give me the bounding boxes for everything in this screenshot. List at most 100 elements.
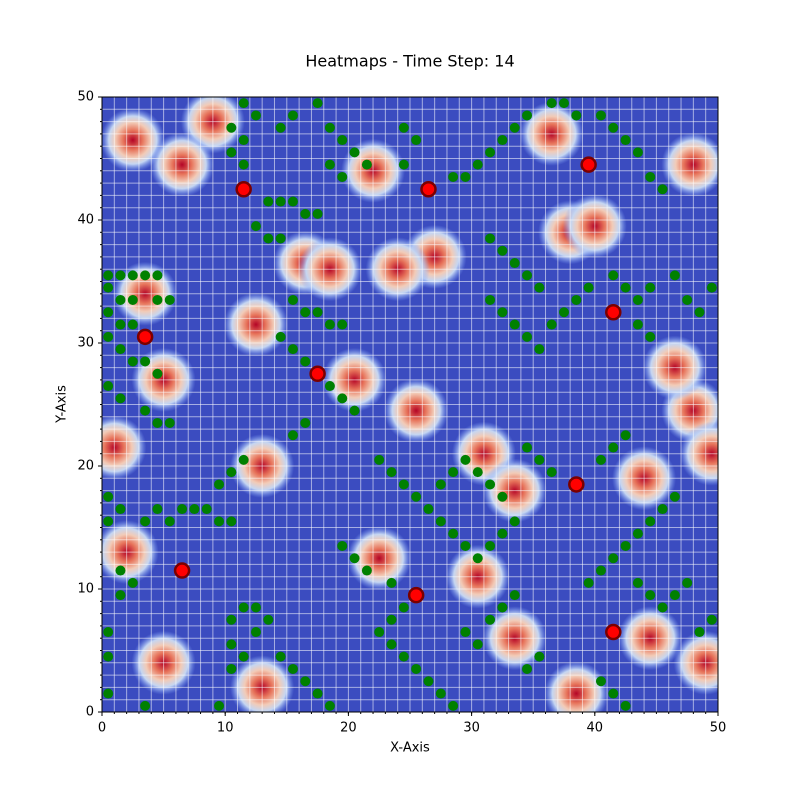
resource-point: [632, 319, 643, 330]
resource-point: [509, 258, 520, 269]
chart-title: Heatmaps - Time Step: 14: [305, 52, 514, 71]
resource-point: [595, 454, 606, 465]
resource-point: [509, 590, 520, 601]
resource-point: [657, 602, 668, 613]
resource-point: [140, 405, 151, 416]
resource-point: [472, 159, 483, 170]
resource-point: [337, 135, 348, 146]
resource-point: [312, 98, 323, 109]
resource-point: [645, 590, 656, 601]
y-tick-label: 40: [77, 213, 94, 228]
resource-point: [546, 319, 557, 330]
resource-point: [485, 614, 496, 625]
agent-point: [407, 586, 425, 604]
resource-point: [263, 233, 274, 244]
resource-point: [472, 639, 483, 650]
resource-point: [127, 319, 138, 330]
resource-point: [411, 135, 422, 146]
x-tick-label: 20: [340, 721, 357, 736]
resource-point: [448, 171, 459, 182]
resource-point: [361, 565, 372, 576]
resource-point: [522, 270, 533, 281]
resource-point: [546, 98, 557, 109]
resource-point: [251, 221, 261, 232]
resource-point: [460, 540, 471, 551]
agent-point: [420, 181, 437, 198]
resource-point: [386, 639, 397, 650]
resource-point: [103, 651, 114, 662]
resource-point: [398, 122, 409, 133]
resource-point: [238, 454, 249, 465]
resource-point: [546, 467, 557, 478]
resource-point: [275, 196, 286, 207]
resource-point: [324, 700, 335, 711]
resource-point: [632, 147, 643, 158]
resource-point: [497, 602, 508, 613]
resource-point: [226, 639, 237, 650]
resource-point: [275, 233, 286, 244]
resource-point: [620, 700, 631, 711]
resource-point: [164, 516, 175, 527]
resource-point: [435, 688, 446, 699]
resource-point: [497, 245, 508, 256]
resource-point: [349, 405, 360, 416]
heat-spot: [347, 526, 412, 591]
heat-spot: [384, 378, 449, 443]
resource-point: [115, 270, 126, 281]
resource-point: [324, 122, 335, 133]
x-tick-label: 30: [463, 721, 480, 736]
resource-point: [522, 663, 533, 674]
resource-point: [251, 110, 261, 121]
resource-point: [620, 430, 631, 441]
resource-point: [312, 688, 323, 699]
resource-point: [300, 307, 311, 318]
resource-point: [706, 282, 717, 293]
resource-point: [214, 516, 225, 527]
resource-point: [300, 356, 311, 367]
resource-point: [534, 282, 545, 293]
resource-point: [238, 135, 249, 146]
resource-point: [398, 479, 409, 490]
resource-point: [238, 98, 249, 109]
resource-point: [485, 540, 496, 551]
resource-point: [657, 504, 668, 515]
resource-point: [164, 417, 175, 428]
resource-point: [103, 516, 114, 527]
resource-point: [485, 479, 496, 490]
resource-point: [534, 651, 545, 662]
resource-point: [251, 602, 261, 613]
agent-point: [568, 476, 585, 493]
resource-point: [324, 319, 335, 330]
resource-point: [632, 294, 643, 305]
resource-point: [140, 516, 151, 527]
resource-point: [103, 688, 114, 699]
resource-point: [103, 491, 114, 502]
resource-point: [263, 196, 274, 207]
resource-point: [669, 590, 680, 601]
x-tick-label: 0: [98, 721, 106, 736]
resource-point: [571, 294, 582, 305]
resource-point: [460, 627, 471, 638]
resource-point: [115, 565, 126, 576]
resource-point: [115, 319, 126, 330]
x-tick-label: 10: [217, 721, 234, 736]
agent-point: [173, 562, 191, 579]
resource-point: [103, 381, 114, 392]
resource-point: [608, 270, 619, 281]
resource-point: [608, 688, 619, 699]
resource-point: [287, 344, 298, 355]
resource-point: [411, 663, 422, 674]
agent-point: [309, 365, 326, 382]
resource-point: [706, 614, 717, 625]
resource-point: [386, 614, 397, 625]
resource-point: [226, 614, 237, 625]
resource-point: [201, 504, 212, 515]
resource-point: [497, 491, 508, 502]
y-tick-label: 20: [77, 459, 94, 474]
heat-spot: [102, 108, 165, 173]
resource-point: [152, 294, 163, 305]
resource-point: [287, 430, 298, 441]
resource-point: [645, 331, 656, 342]
resource-point: [140, 700, 151, 711]
